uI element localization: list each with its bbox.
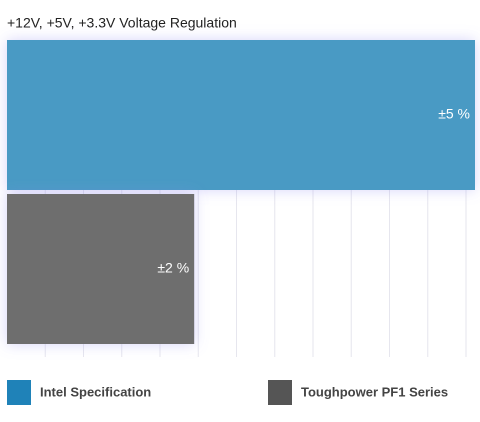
legend: Intel Specification Toughpower PF1 Series [7, 380, 448, 405]
bars: ±5 % ±2 % [7, 40, 475, 344]
value-label: ±2 % [157, 260, 189, 276]
legend-swatch [268, 380, 292, 405]
legend-swatch [7, 380, 31, 405]
bar [7, 194, 195, 344]
legend-label: Toughpower PF1 Series [301, 384, 448, 399]
legend-label: Intel Specification [40, 384, 151, 399]
bar [7, 40, 475, 190]
value-label: ±5 % [438, 106, 470, 122]
chart-title: +12V, +5V, +3.3V Voltage Regulation [7, 15, 237, 31]
